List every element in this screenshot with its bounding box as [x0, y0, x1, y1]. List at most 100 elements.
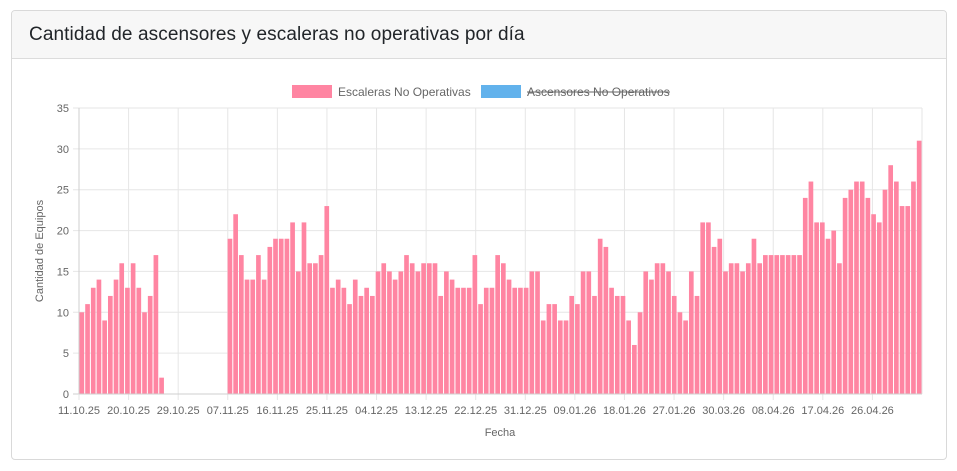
bar[interactable] [774, 255, 780, 394]
bar[interactable] [888, 165, 894, 394]
bar[interactable] [711, 246, 717, 394]
bar[interactable] [552, 304, 557, 394]
bar[interactable] [159, 377, 164, 394]
bar[interactable] [620, 295, 626, 394]
bar[interactable] [495, 255, 500, 394]
bar[interactable] [341, 287, 347, 394]
bar[interactable] [700, 222, 706, 394]
bar[interactable] [791, 255, 797, 394]
bar[interactable] [911, 181, 916, 394]
bar[interactable] [261, 279, 267, 394]
bar[interactable] [848, 189, 854, 394]
bar[interactable] [364, 287, 369, 394]
bar[interactable] [626, 320, 631, 394]
bar[interactable] [785, 255, 791, 394]
bar[interactable] [603, 246, 609, 394]
legend-item-ascensores[interactable]: Ascensores No Operativos [481, 85, 670, 99]
bar[interactable] [842, 197, 848, 394]
bar[interactable] [688, 271, 694, 394]
bar[interactable] [819, 222, 825, 394]
bar[interactable] [797, 255, 802, 394]
bar[interactable] [250, 279, 256, 394]
bar[interactable] [768, 255, 774, 394]
bar[interactable] [483, 287, 489, 394]
bar[interactable] [284, 238, 290, 394]
bar[interactable] [723, 271, 728, 394]
bar[interactable] [540, 320, 546, 394]
bar[interactable] [438, 295, 444, 394]
bar[interactable] [706, 222, 711, 394]
bar[interactable] [643, 271, 649, 394]
bar[interactable] [352, 279, 358, 394]
bar[interactable] [831, 230, 837, 394]
bar[interactable] [882, 189, 888, 394]
bar[interactable] [666, 271, 671, 394]
bar[interactable] [751, 238, 757, 394]
bar[interactable] [147, 295, 153, 394]
bar[interactable] [654, 263, 660, 394]
bar[interactable] [808, 181, 814, 394]
bar[interactable] [90, 287, 96, 394]
bar[interactable] [865, 197, 871, 394]
bar[interactable] [330, 287, 335, 394]
bar[interactable] [387, 271, 392, 394]
bar[interactable] [85, 304, 90, 394]
bar[interactable] [728, 263, 734, 394]
bar[interactable] [780, 255, 785, 394]
bar[interactable] [609, 287, 614, 394]
bar[interactable] [518, 287, 523, 394]
bar[interactable] [637, 312, 643, 394]
bar[interactable] [244, 279, 250, 394]
bar[interactable] [717, 238, 723, 394]
legend-item-escaleras[interactable]: Escaleras No Operativas [292, 85, 471, 99]
bar[interactable] [301, 222, 307, 394]
bar[interactable] [347, 304, 352, 394]
bar[interactable] [153, 255, 159, 394]
bar[interactable] [421, 263, 426, 394]
bar[interactable] [535, 271, 540, 394]
bar[interactable] [683, 320, 688, 394]
bar[interactable] [575, 304, 580, 394]
bar[interactable] [512, 287, 518, 394]
bar[interactable] [96, 279, 102, 394]
bar[interactable] [529, 271, 535, 394]
bar[interactable] [859, 181, 865, 394]
bar[interactable] [472, 255, 478, 394]
bar[interactable] [506, 279, 512, 394]
bar[interactable] [523, 287, 529, 394]
bar[interactable] [267, 246, 273, 394]
bar[interactable] [825, 238, 831, 394]
bar[interactable] [677, 312, 683, 394]
bar[interactable] [335, 279, 341, 394]
bar[interactable] [478, 304, 483, 394]
bar[interactable] [905, 206, 911, 394]
bar[interactable] [79, 312, 85, 394]
bar[interactable] [318, 255, 324, 394]
bar[interactable] [501, 263, 506, 394]
bar[interactable] [649, 279, 654, 394]
bar[interactable] [409, 263, 415, 394]
bar[interactable] [256, 255, 261, 394]
bar[interactable] [569, 295, 575, 394]
bar[interactable] [814, 222, 819, 394]
bar[interactable] [489, 287, 495, 394]
bar[interactable] [734, 263, 740, 394]
bar[interactable] [592, 295, 597, 394]
bar[interactable] [142, 312, 147, 394]
bar[interactable] [894, 181, 899, 394]
bar[interactable] [757, 263, 762, 394]
bar[interactable] [113, 279, 119, 394]
bar[interactable] [239, 255, 244, 394]
bar[interactable] [632, 344, 637, 394]
bar[interactable] [130, 263, 136, 394]
bar[interactable] [586, 271, 592, 394]
bar[interactable] [119, 263, 125, 394]
bar[interactable] [404, 255, 409, 394]
bar[interactable] [916, 140, 922, 394]
bar[interactable] [278, 238, 284, 394]
bar[interactable] [740, 271, 745, 394]
bar[interactable] [597, 238, 603, 394]
bar[interactable] [358, 295, 364, 394]
bar[interactable] [802, 197, 808, 394]
bar[interactable] [466, 287, 472, 394]
